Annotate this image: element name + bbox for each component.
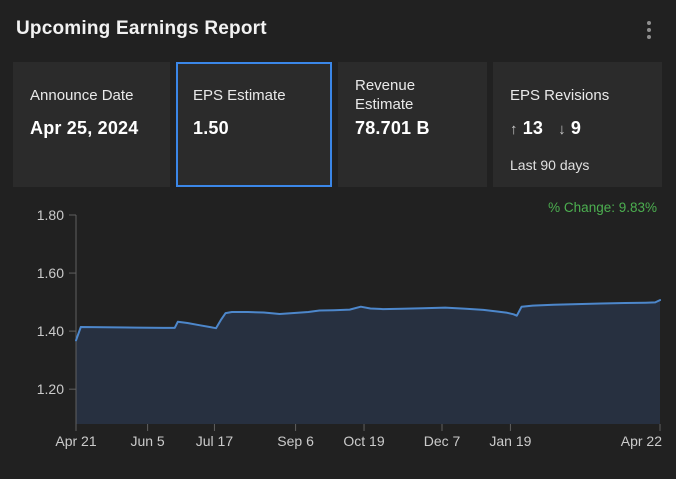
card-eps-revisions[interactable]: EPS Revisions ↑ 13 ↓ 9 Last 90 days <box>493 62 662 187</box>
y-axis-label: 1.80 <box>37 207 64 223</box>
x-axis-label: Apr 21 <box>55 433 96 449</box>
revisions-period-label: Last 90 days <box>510 157 590 173</box>
y-axis-label: 1.20 <box>37 381 64 397</box>
y-axis-label: 1.40 <box>37 323 64 339</box>
card-value: 78.701 B <box>355 118 430 138</box>
card-label: EPS Revisions <box>510 86 610 104</box>
chart-area-fill <box>76 300 660 424</box>
card-label: Announce Date <box>30 86 134 104</box>
chart-plot-area[interactable]: 1.20 1.40 1.60 1.80 Apr 21 Jun 5 Jul 17 Sep 6 Oc… <box>0 195 676 460</box>
revisions-down-count: 9 <box>570 118 582 138</box>
pct-change-label: % Change: 9.83% <box>548 200 657 215</box>
x-axis-label: Dec 7 <box>424 433 461 449</box>
x-axis-label: Oct 19 <box>343 433 384 449</box>
card-label: Revenue Estimate <box>355 77 416 113</box>
page-title: Upcoming Earnings Report <box>16 18 267 39</box>
card-announce-date[interactable]: Announce Date Apr 25, 2024 <box>13 62 170 187</box>
widget-header: Upcoming Earnings Report <box>0 0 676 44</box>
eps-estimate-line[interactable] <box>75 299 661 342</box>
up-arrow-icon: ↑ <box>510 121 518 138</box>
kebab-menu-icon <box>647 21 651 39</box>
card-value: ↑ 13 ↓ 9 <box>510 118 645 139</box>
card-eps-estimate[interactable]: EPS Estimate 1.50 <box>176 62 332 187</box>
x-axis-label: Jun 5 <box>130 433 164 449</box>
metric-cards-row: Announce Date Apr 25, 2024 EPS Estimate … <box>13 62 662 187</box>
y-axis-label: 1.60 <box>37 265 64 281</box>
card-revenue-estimate[interactable]: Revenue Estimate 78.701 B <box>338 62 487 187</box>
x-axis-label: Jul 17 <box>196 433 234 449</box>
eps-estimate-chart: 1.20 1.40 1.60 1.80 Apr 21 Jun 5 Jul 17 Sep 6 Oc… <box>0 195 676 460</box>
x-axis-label: Sep 6 <box>277 433 314 449</box>
down-arrow-icon: ↓ <box>558 121 566 138</box>
revisions-up-count: 13 <box>522 118 544 138</box>
x-axis-label: Apr 22 <box>621 433 662 449</box>
card-value: Apr 25, 2024 <box>30 118 139 138</box>
card-label: EPS Estimate <box>193 86 286 104</box>
card-value: 1.50 <box>193 118 229 138</box>
x-axis-label: Jan 19 <box>489 433 531 449</box>
more-options-button[interactable] <box>638 17 660 43</box>
